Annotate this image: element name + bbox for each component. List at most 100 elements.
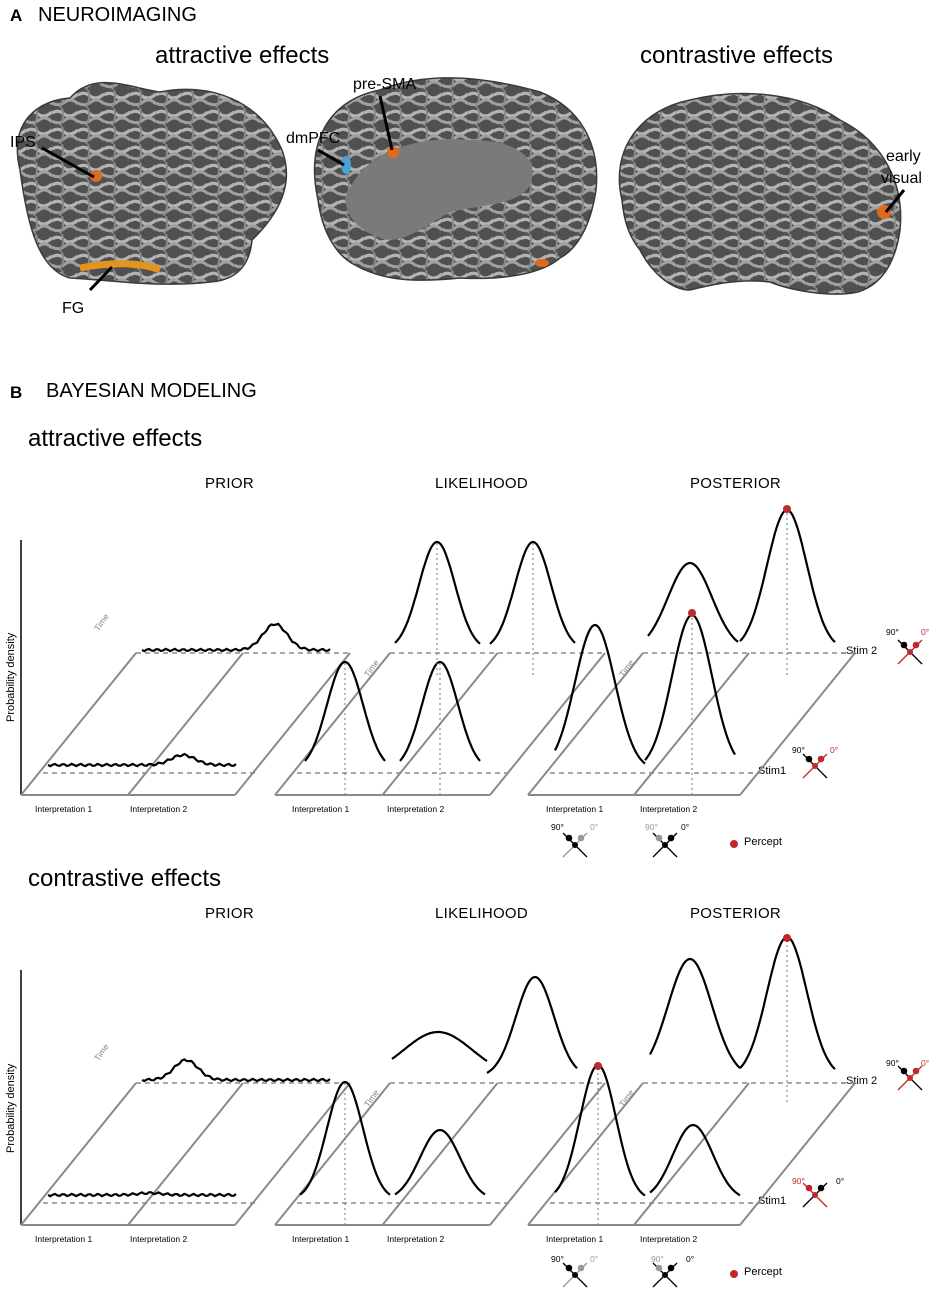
row1-likelihood-edge-2 — [489, 652, 606, 796]
row1-likelihood-stim1-interp1 — [304, 660, 386, 762]
row1-percept-dot-stim1 — [688, 609, 696, 617]
row2-prior-heading: PRIOR — [205, 905, 255, 922]
row2-interp2-icon-center — [662, 1272, 668, 1278]
row2-likelihood-edge-0 — [274, 1082, 391, 1226]
row2-prior-edge-2 — [234, 1082, 351, 1226]
row1-likelihood-stim1-interp2 — [399, 660, 481, 762]
row2-percept-dot-stim2 — [783, 934, 791, 942]
row1-prior-interp2: Interpretation 2 — [130, 804, 188, 814]
row1-interp1-icon-center — [572, 842, 578, 848]
row2-likelihood-stim1-interp2 — [394, 1128, 486, 1196]
row1-interp2-icon-center — [662, 842, 668, 848]
row1-percept-legend-dot — [730, 840, 738, 848]
row2-posterior-interp1: Interpretation 1 — [546, 1234, 604, 1244]
row2-interp2-deg90: 90° — [651, 1254, 664, 1264]
row1-interp2-deg0: 0° — [681, 822, 690, 832]
presma-activation — [387, 146, 399, 158]
lateral-brain-left — [16, 81, 288, 285]
row1-stim1-deg90: 90° — [792, 745, 805, 755]
row2-posterior-heading: POSTERIOR — [690, 905, 782, 922]
row2-stim2-icon-ball-0 — [912, 1067, 920, 1075]
row1-stim2-deg90: 90° — [886, 627, 899, 637]
row2-posterior-interp2: Interpretation 2 — [640, 1234, 698, 1244]
row2-prior-edge-1 — [127, 1082, 244, 1226]
early-visual-label-line2: visual — [881, 170, 922, 187]
row2-percept-dot-stim1 — [594, 1062, 602, 1070]
fg-activation — [79, 260, 162, 274]
row1-prior-stim2-curve — [141, 622, 331, 653]
row2-stim1-deg90: 90° — [792, 1176, 805, 1186]
row1-posterior-stim2-interp1 — [647, 561, 739, 643]
row2-posterior-edge-0 — [527, 1082, 644, 1226]
row1-prior-interp1: Interpretation 1 — [35, 804, 93, 814]
row2-percept-legend-dot — [730, 1270, 738, 1278]
row2-likelihood-interp2: Interpretation 2 — [387, 1234, 445, 1244]
row1-interp2-icon-ball-0 — [667, 834, 675, 842]
fg-label: FG — [62, 300, 85, 317]
row1-stim1-icon-ball-0 — [817, 755, 825, 763]
row2-likelihood-interp1: Interpretation 1 — [292, 1234, 350, 1244]
ips-label: IPS — [10, 134, 36, 151]
dmpfc-pointer — [317, 148, 345, 167]
row2-stim2-deg90: 90° — [886, 1058, 899, 1068]
contrastive-effects-heading: contrastive effects — [640, 42, 833, 69]
medial-brain — [313, 77, 598, 281]
row2-posterior-stim1-interp2 — [649, 1123, 741, 1197]
presma-label: pre-SMA — [353, 76, 417, 93]
row1-interp1-deg0: 0° — [590, 822, 599, 832]
row1-likelihood-edge-0 — [274, 652, 391, 796]
fg-pointer — [88, 265, 114, 292]
row1-interp1-icon-ball-90 — [565, 834, 573, 842]
row2-prior-interp2: Interpretation 2 — [130, 1234, 188, 1244]
row2-stim1-icon-ball-90 — [805, 1184, 813, 1192]
row1-stim1-icon-ball-90 — [805, 755, 813, 763]
row1-interp2-icon-ball-90 — [655, 834, 663, 842]
row2-stim2-deg0: 0° — [921, 1058, 930, 1068]
row2-stim1-icon-ball-0 — [817, 1184, 825, 1192]
row2-interp1-deg0: 0° — [590, 1254, 599, 1264]
row2-stim2-icon-center — [907, 1075, 913, 1081]
row1-interp1-deg90: 90° — [551, 822, 564, 832]
row2-interp2-icon-ball-90 — [655, 1264, 663, 1272]
early-visual-pointer — [884, 189, 906, 213]
attractive-effects-heading: attractive effects — [155, 42, 330, 69]
row2-stim1-icon-center — [812, 1192, 818, 1198]
row2-prior-stim2-curve — [141, 1058, 331, 1083]
row1-prior-edge-1 — [127, 652, 244, 796]
dmpfc-activation — [341, 156, 351, 174]
row1-percept-dot-stim2 — [783, 505, 791, 513]
row1-prior-edge-2 — [234, 652, 351, 796]
row1-posterior-heading: POSTERIOR — [690, 475, 782, 492]
row1-stim2-icon-ball-90 — [900, 641, 908, 649]
row1-stim1-label: Stim1 — [758, 765, 787, 777]
row2-posterior-stim2-interp1 — [649, 957, 741, 1069]
row2-likelihood-edge-1 — [381, 1082, 499, 1226]
row1-stim2-icon-ball-0 — [912, 641, 920, 649]
ips-pointer — [41, 146, 95, 179]
row2-interp1-deg90: 90° — [551, 1254, 564, 1264]
row2-title: contrastive effects — [28, 865, 221, 892]
row1-likelihood-stim2-interp2 — [489, 540, 576, 645]
row1-posterior-edge-2 — [739, 652, 856, 796]
row2-prior-interp1: Interpretation 1 — [35, 1234, 93, 1244]
row1-likelihood-interp2: Interpretation 2 — [387, 804, 445, 814]
presma-pointer — [378, 95, 394, 151]
early-visual-label-line1: early — [886, 148, 921, 165]
row2-percept-legend-label: Percept — [744, 1266, 782, 1278]
dmpfc-label: dmPFC — [286, 130, 341, 147]
row1-posterior-edge-0 — [527, 652, 644, 796]
row1-likelihood-heading: LIKELIHOOD — [435, 475, 529, 492]
row1-stim1-deg0: 0° — [830, 745, 839, 755]
row2-prior-stim1-curve — [47, 1191, 237, 1198]
row1-posterior-interp1: Interpretation 1 — [546, 804, 604, 814]
row1-prior-heading: PRIOR — [205, 475, 255, 492]
row1-prior-edge-0 — [20, 652, 137, 796]
row2-posterior-edge-2 — [739, 1082, 856, 1226]
row1-stim2-deg0: 0° — [921, 627, 930, 637]
row1-prior-stim1-curve — [47, 752, 237, 768]
row2-stim1-deg0: 0° — [836, 1176, 845, 1186]
row1-interp1-icon-ball-0 — [577, 834, 585, 842]
row1-posterior-interp2: Interpretation 2 — [640, 804, 698, 814]
row2-prior-edge-0 — [20, 1082, 137, 1226]
row2-likelihood-heading: LIKELIHOOD — [435, 905, 529, 922]
